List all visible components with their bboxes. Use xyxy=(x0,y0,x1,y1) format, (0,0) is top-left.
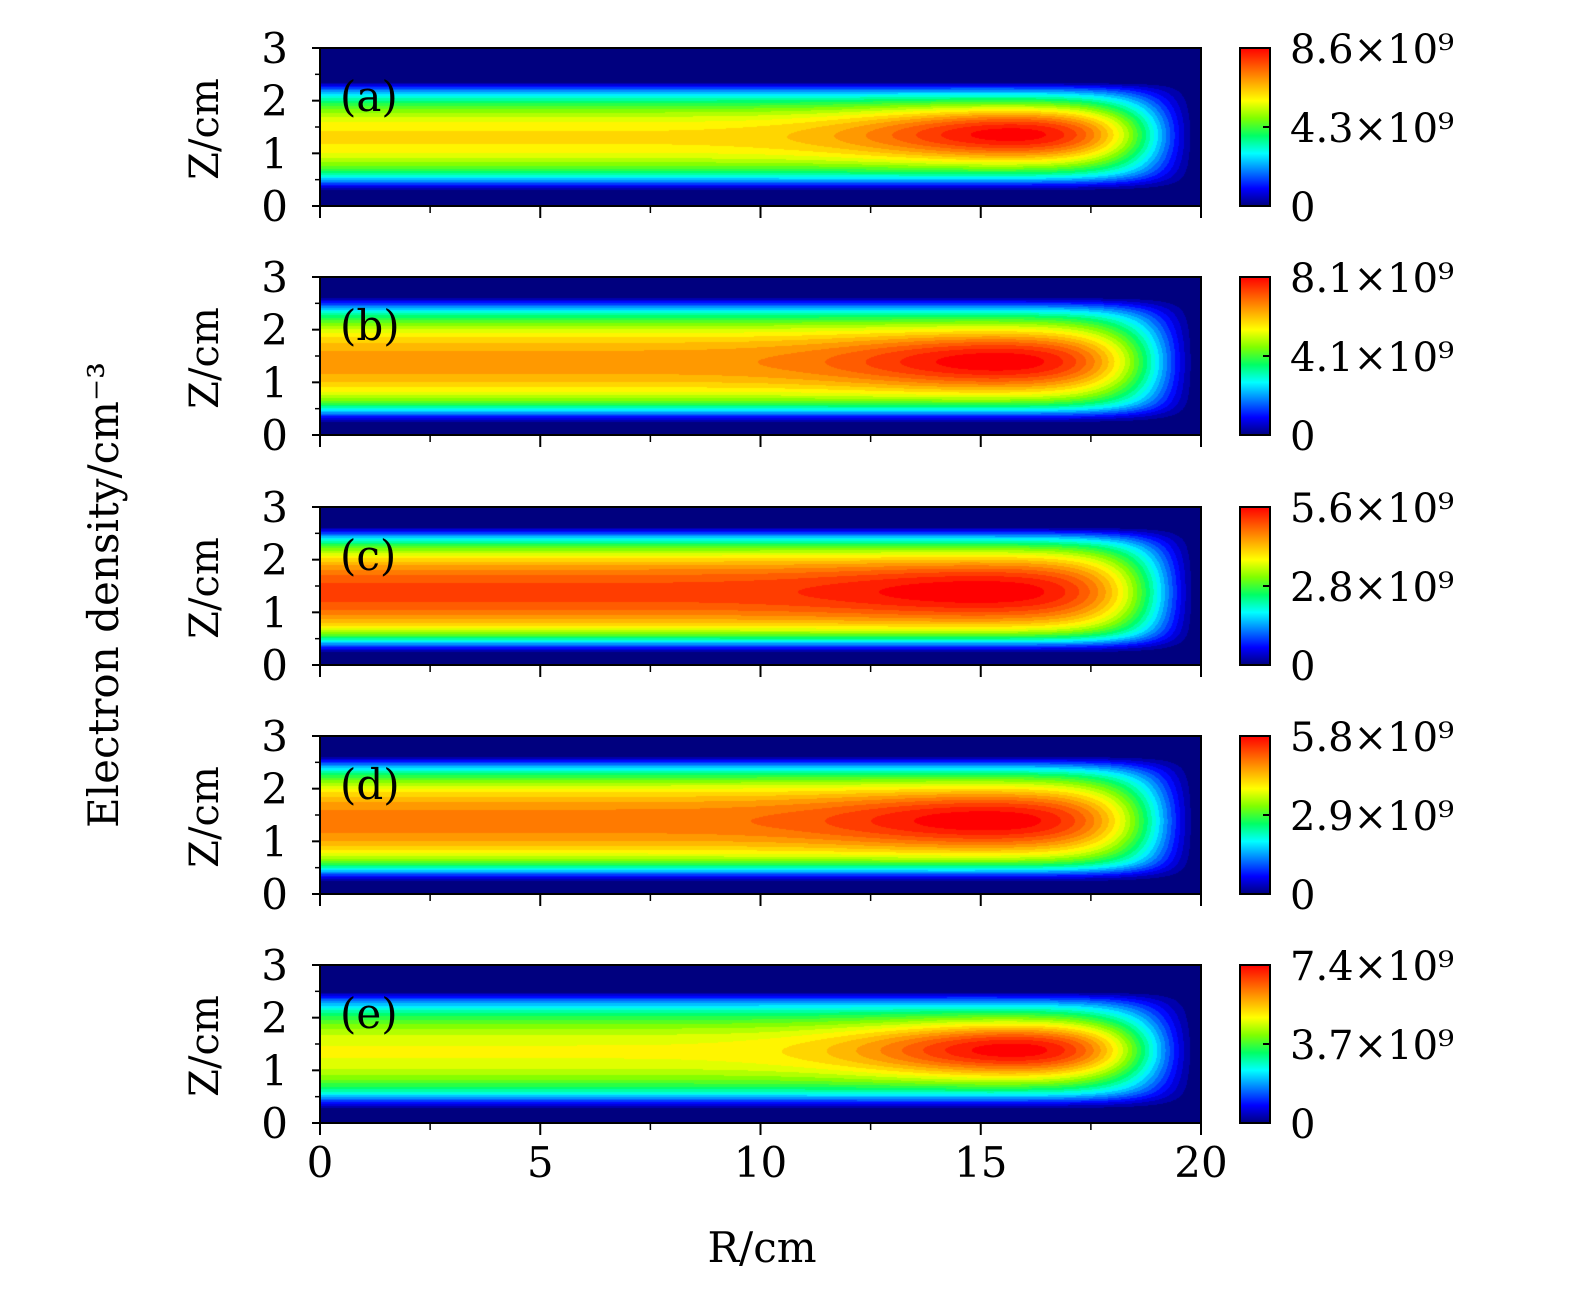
z-axis-label: Z/cm xyxy=(182,78,228,180)
z-axis-label: Z/cm xyxy=(182,995,228,1097)
colorbar-tick-label: 2.8×10⁹ xyxy=(1290,565,1454,611)
y-tick-label: 3 xyxy=(261,712,288,761)
y-tick-label: 1 xyxy=(261,1046,288,1095)
colorbar-tick-label: 8.6×10⁹ xyxy=(1290,27,1454,73)
heatmap-field xyxy=(320,736,1201,894)
heatmap-field xyxy=(320,507,1201,665)
colorbar-tick-label: 2.9×10⁹ xyxy=(1290,794,1454,840)
x-axis-label: R/cm xyxy=(707,1223,816,1272)
colorbar-tick-label: 0 xyxy=(1290,644,1315,690)
colorbar-tick-label: 4.3×10⁹ xyxy=(1290,106,1454,152)
colorbar-tick-label: 7.4×10⁹ xyxy=(1290,944,1454,990)
y-tick-label: 2 xyxy=(261,994,288,1043)
y-tick-label: 2 xyxy=(261,765,288,814)
panel-label: (d) xyxy=(340,760,400,809)
y-tick-label: 3 xyxy=(261,483,288,532)
x-tick-label: 5 xyxy=(527,1138,554,1187)
x-tick-label: 10 xyxy=(734,1138,787,1187)
heatmap-field xyxy=(320,277,1201,435)
x-tick-label: 20 xyxy=(1174,1138,1227,1187)
colorbar-tick-label: 3.7×10⁹ xyxy=(1290,1023,1454,1069)
y-tick-label: 0 xyxy=(261,1099,288,1148)
y-tick-label: 2 xyxy=(261,306,288,355)
colorbar-tick-label: 0 xyxy=(1290,873,1315,919)
y-tick-label: 0 xyxy=(261,870,288,919)
colorbar-tick-label: 0 xyxy=(1290,414,1315,460)
y-tick-label: 1 xyxy=(261,129,288,178)
shared-y-axis-label: Electron density/cm⁻³ xyxy=(79,362,128,828)
x-tick-label: 0 xyxy=(307,1138,334,1187)
y-tick-label: 1 xyxy=(261,358,288,407)
colorbar-tick-label: 8.1×10⁹ xyxy=(1290,256,1454,302)
z-axis-label: Z/cm xyxy=(182,307,228,409)
x-tick-label: 15 xyxy=(954,1138,1007,1187)
colorbar-tick-label: 5.8×10⁹ xyxy=(1290,715,1454,761)
y-tick-label: 1 xyxy=(261,588,288,637)
panel-label: (b) xyxy=(340,301,400,350)
heatmap-field xyxy=(320,965,1201,1123)
y-tick-label: 2 xyxy=(261,77,288,126)
z-axis-label: Z/cm xyxy=(182,537,228,639)
heatmap-field xyxy=(320,48,1201,206)
y-tick-label: 0 xyxy=(261,641,288,690)
colorbar-tick-label: 0 xyxy=(1290,185,1315,231)
y-tick-label: 0 xyxy=(261,182,288,231)
y-tick-label: 3 xyxy=(261,253,288,302)
colorbar-tick-label: 0 xyxy=(1290,1102,1315,1148)
panel-label: (a) xyxy=(340,72,398,121)
y-tick-label: 1 xyxy=(261,817,288,866)
y-tick-label: 0 xyxy=(261,411,288,460)
panel-label: (e) xyxy=(340,989,398,1038)
colorbar-tick-label: 5.6×10⁹ xyxy=(1290,486,1454,532)
y-tick-label: 2 xyxy=(261,536,288,585)
y-tick-label: 3 xyxy=(261,24,288,73)
panel-label: (c) xyxy=(340,531,396,580)
y-tick-label: 3 xyxy=(261,941,288,990)
colorbar-tick-label: 4.1×10⁹ xyxy=(1290,335,1454,381)
z-axis-label: Z/cm xyxy=(182,766,228,868)
